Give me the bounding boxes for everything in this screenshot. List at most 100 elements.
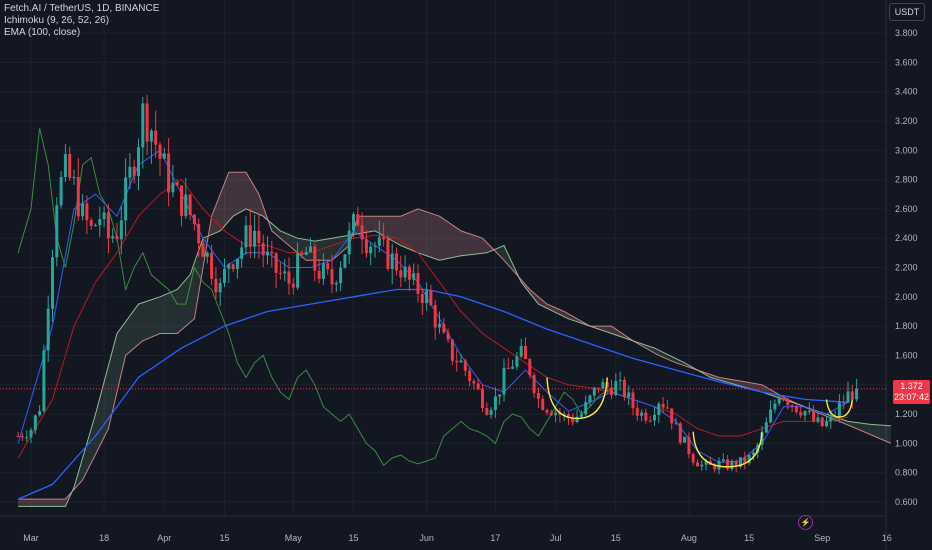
candle-body (700, 464, 704, 467)
y-tick-label: 3.000 (895, 145, 918, 155)
currency-button[interactable]: USDT (889, 3, 925, 21)
cloud-segment (746, 382, 750, 389)
leading-span-a (18, 208, 892, 507)
cloud-segment (375, 216, 378, 233)
price-axis[interactable]: 3.800 3.600 3.400 3.200 3.000 2.800 2.600 2.400… (895, 28, 918, 507)
cloud-segment (555, 307, 558, 314)
cloud-segment (48, 499, 51, 507)
candle-body (799, 412, 803, 416)
cloud-segment (602, 326, 606, 332)
cloud-segment (230, 172, 234, 219)
candle-body (76, 176, 80, 217)
ema-legend[interactable]: EMA (100, close) (4, 27, 81, 38)
cloud-segment (559, 309, 563, 316)
cloud-segment (751, 382, 754, 390)
cloud-segment (873, 424, 876, 437)
cloud-segment (510, 259, 513, 270)
candle-body (498, 394, 502, 397)
y-tick-label: 1.200 (895, 409, 918, 419)
cloud-segment (665, 353, 668, 360)
cloud-segment (534, 293, 537, 302)
cloud-segment (151, 299, 154, 338)
cloud-segment (224, 177, 227, 226)
lightning-icon[interactable]: ⚡ (798, 515, 813, 530)
candle-body (38, 411, 42, 416)
cloud-segment (878, 424, 881, 439)
cloud-segment (286, 233, 289, 246)
cloud-segment (179, 284, 182, 332)
cloud-segment (424, 211, 427, 256)
cloud-segment (327, 238, 330, 261)
candle-body (730, 461, 734, 469)
y-tick-label: 3.800 (895, 28, 918, 38)
cloud-segment (856, 422, 859, 430)
candle-body (184, 194, 188, 217)
cloud-segment (153, 298, 156, 337)
cloud-segment (669, 355, 672, 361)
cloud-segment (394, 216, 397, 244)
candle-body (416, 273, 420, 294)
cloud-segment (379, 216, 382, 235)
candle-body (837, 402, 841, 417)
cloud-segment (252, 183, 255, 213)
x-tick-label: Aug (681, 533, 697, 543)
cloud-segment (433, 214, 436, 259)
lagging-span-line (17, 128, 616, 467)
candle-body (313, 246, 317, 271)
cloud-segment (261, 200, 264, 217)
cloud-segment (731, 379, 735, 385)
cloud-segment (396, 216, 399, 245)
cloud-segment (99, 389, 102, 446)
cloud-segment (160, 295, 163, 334)
candle-body (726, 459, 730, 469)
cloud-segment (162, 294, 165, 334)
candle-body (59, 176, 63, 206)
cloud-segment (435, 214, 438, 260)
cloud-segment (495, 248, 498, 254)
candle-body (842, 402, 846, 404)
candle-body (304, 252, 308, 255)
x-tick-label: Apr (157, 533, 171, 543)
candle-body (610, 387, 613, 396)
candle-body (769, 409, 773, 423)
candle-body (137, 147, 140, 177)
candle-body (657, 403, 661, 415)
candle-body (442, 323, 446, 333)
cloud-segment (867, 424, 870, 435)
candle-body (167, 153, 171, 193)
cloud-segment (241, 172, 244, 212)
candle-body (653, 414, 656, 421)
cloud-segment (600, 326, 603, 331)
time-axis[interactable]: Mar18Apr15May15Jun17Jul15Aug15Sep16Oct (23, 533, 932, 543)
candle-body (519, 345, 523, 357)
candle-body (751, 452, 755, 455)
symbol-title[interactable]: Fetch.AI / TetherUS, 1D, BINANCE (4, 3, 160, 14)
cloud-segment (622, 333, 625, 338)
cloud-segment (26, 499, 29, 507)
x-tick-label: 15 (611, 533, 621, 543)
cloud-segment (863, 423, 866, 433)
ichimoku-legend[interactable]: Ichimoku (9, 26, 52, 26) (4, 15, 110, 26)
pattern-arc (825, 399, 853, 418)
ichimoku-cloud (18, 171, 892, 507)
cloud-segment (196, 250, 199, 306)
cloud-segment (880, 425, 883, 440)
candle-body (223, 268, 226, 284)
candle-body (403, 266, 407, 278)
cloud-segment (175, 289, 178, 334)
candle-body (532, 375, 536, 393)
candle-body (111, 236, 115, 239)
cloud-segment (304, 239, 307, 261)
cloud-segment (289, 234, 292, 248)
candle-body (665, 407, 669, 409)
candle-body (773, 403, 777, 410)
cloud-segment (104, 373, 107, 438)
cloud-segment (114, 333, 117, 402)
cloud-segment (368, 216, 371, 232)
candle-body (205, 252, 209, 257)
candle-body (175, 182, 179, 186)
cloud-segment (235, 172, 238, 215)
cloud-segment (858, 422, 861, 431)
candle-body (502, 367, 506, 395)
